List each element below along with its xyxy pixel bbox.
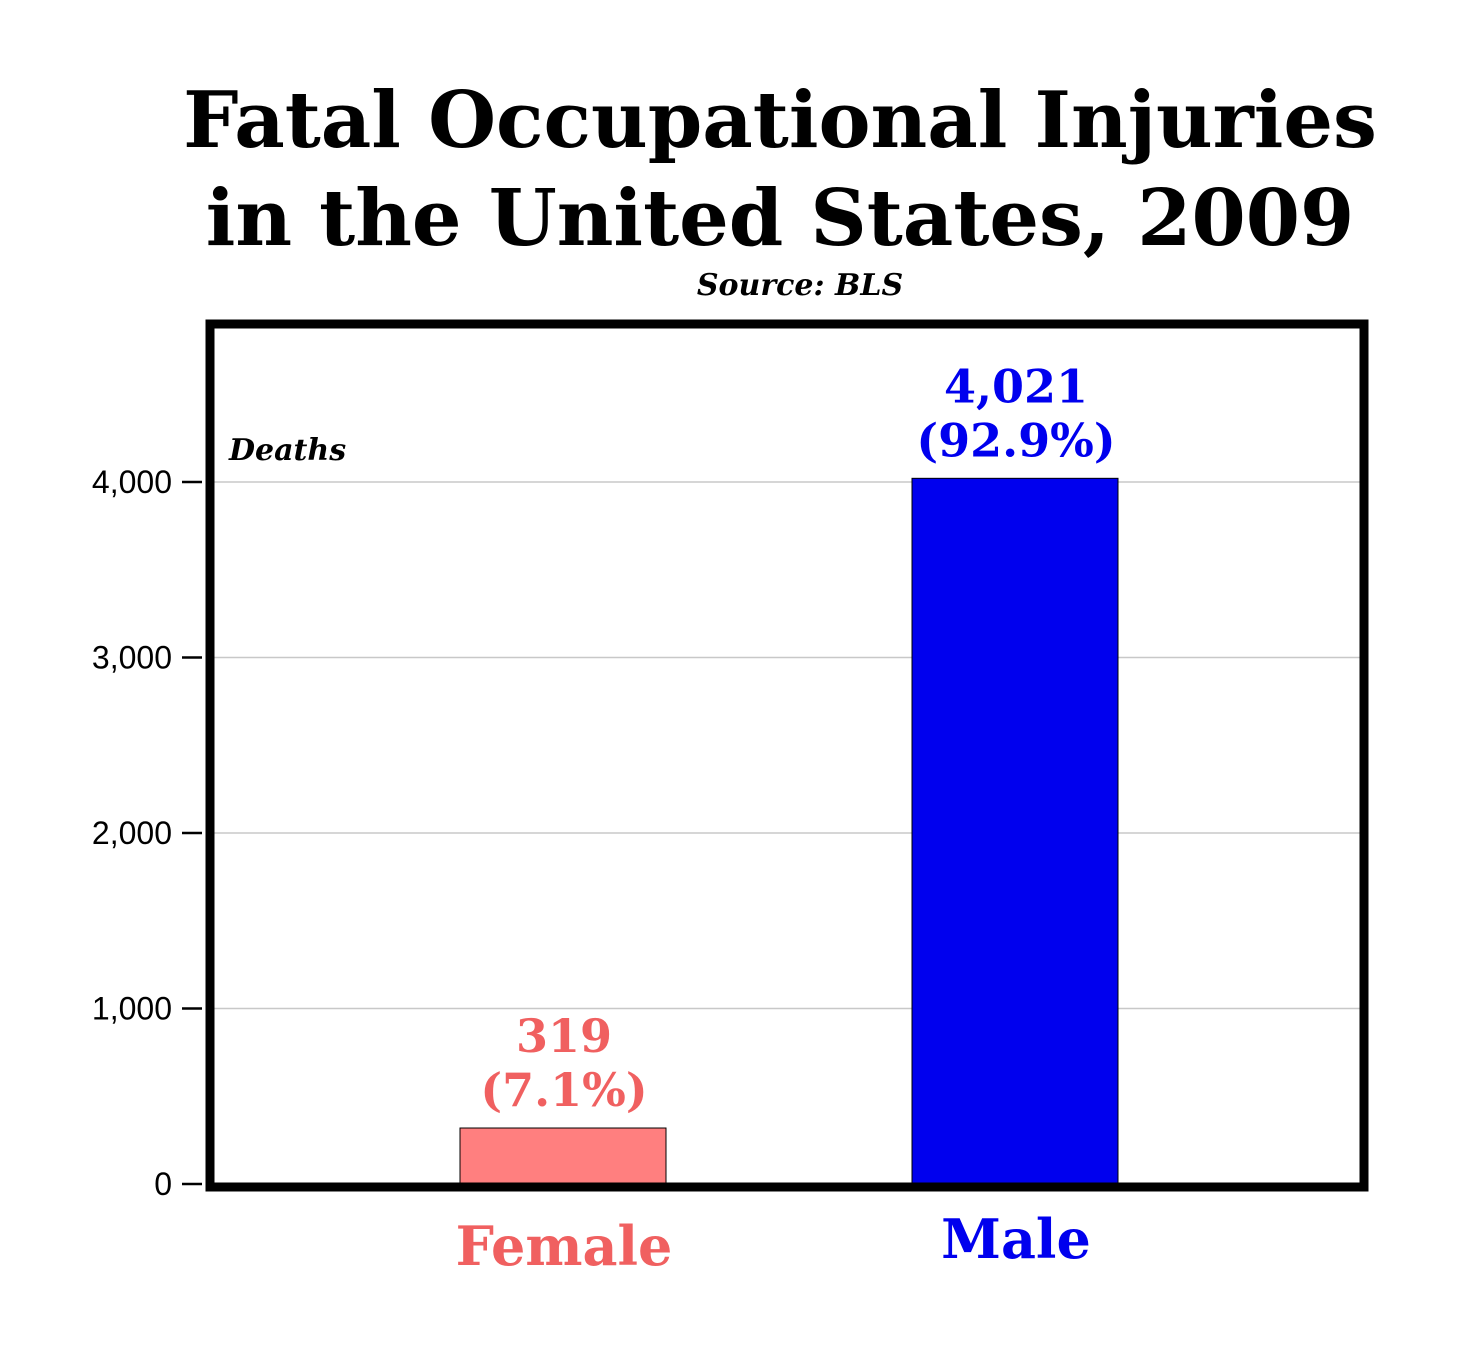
data-label-percent: (92.9%) <box>916 413 1115 467</box>
y-tick-label: 3,000 <box>92 640 172 676</box>
data-label-value: 319 <box>516 1009 612 1063</box>
y-tick-label: 2,000 <box>92 815 172 851</box>
bar-female <box>459 1127 667 1185</box>
chart-subtitle: Source: BLS <box>696 268 904 303</box>
chart-title-line-1: Fatal Occupational Injuries <box>183 75 1377 166</box>
category-label-male: Male <box>941 1207 1091 1271</box>
y-tick-label: 4,000 <box>92 464 172 500</box>
y-axis-label: Deaths <box>228 433 346 468</box>
data-label-percent: (7.1%) <box>480 1063 647 1117</box>
y-tick-label: 1,000 <box>92 991 172 1027</box>
data-label-value: 4,021 <box>944 359 1088 413</box>
bar-male <box>911 477 1119 1185</box>
category-label-female: Female <box>456 1214 673 1278</box>
plot-frame <box>205 319 1369 1192</box>
y-tick-label: 0 <box>154 1166 172 1202</box>
chart-title-line-2: in the United States, 2009 <box>205 173 1355 264</box>
